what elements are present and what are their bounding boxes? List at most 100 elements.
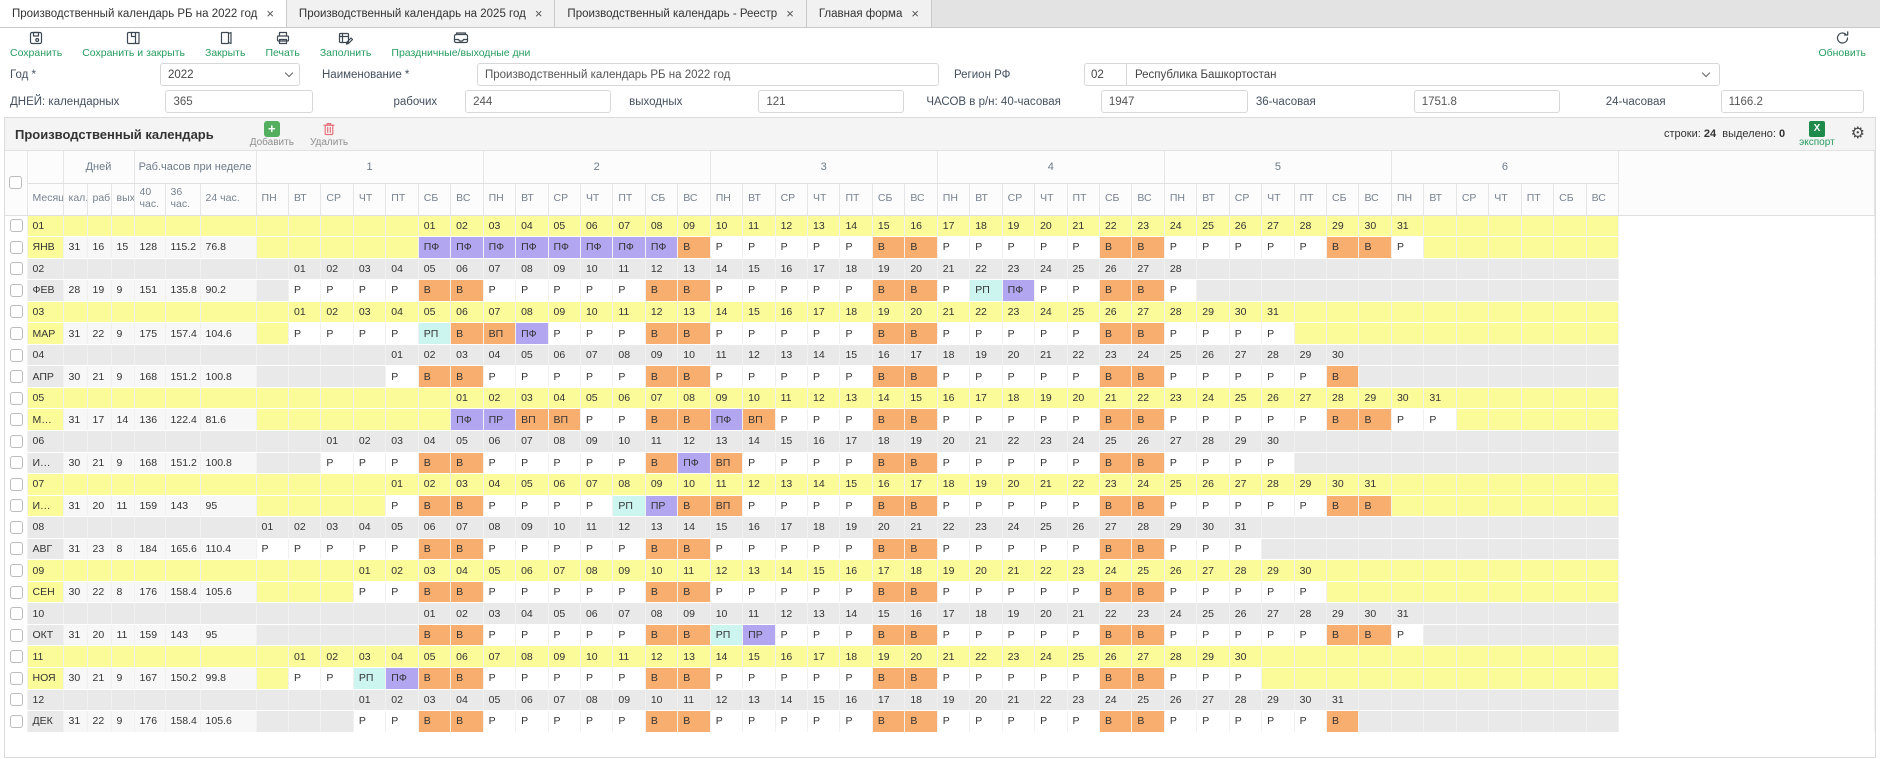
day-code-cell[interactable]: Р — [580, 408, 614, 431]
day-code-cell[interactable]: Р — [612, 538, 646, 561]
day-code-cell[interactable]: Р — [1196, 581, 1230, 604]
day-code-cell[interactable]: Р — [1164, 408, 1198, 431]
day-code-cell[interactable]: Р — [353, 322, 387, 345]
day-code-cell[interactable]: Р — [1034, 322, 1068, 345]
day-code-cell[interactable]: Р — [483, 581, 517, 604]
day-code-cell[interactable]: В — [904, 495, 938, 518]
day-code-cell[interactable]: В — [872, 624, 906, 647]
day-code-cell[interactable]: Р — [1196, 236, 1230, 259]
day-code-cell[interactable]: Р — [288, 279, 322, 302]
day-code-cell[interactable]: В — [1358, 495, 1392, 518]
day-code-cell[interactable]: Р — [385, 279, 419, 302]
day-code-cell[interactable]: Р — [1261, 495, 1295, 518]
day-code-cell[interactable]: Р — [1229, 667, 1263, 690]
day-code-cell[interactable]: Р — [937, 408, 971, 431]
day-code-cell[interactable]: ПФ — [483, 236, 517, 259]
day-code-cell[interactable]: В — [1131, 408, 1165, 431]
day-code-cell[interactable]: Р — [256, 538, 289, 561]
day-code-cell[interactable]: В — [450, 495, 484, 518]
day-code-cell[interactable]: В — [418, 667, 452, 690]
day-code-cell[interactable]: Р — [807, 408, 841, 431]
day-code-cell[interactable]: В — [645, 581, 679, 604]
row-checkbox[interactable] — [10, 542, 23, 556]
day-code-cell[interactable]: Р — [385, 495, 419, 518]
row-checkbox[interactable] — [10, 370, 23, 384]
holidays-button[interactable]: Праздничные/выходные дни — [391, 30, 530, 59]
day-code-cell[interactable]: Р — [775, 538, 809, 561]
day-code-cell[interactable]: Р — [1294, 581, 1328, 604]
day-code-cell[interactable]: В — [1099, 495, 1133, 518]
day-code-cell[interactable]: РП — [353, 667, 387, 690]
day-code-cell[interactable]: В — [677, 279, 711, 302]
day-code-cell[interactable]: Р — [385, 538, 419, 561]
day-code-cell[interactable]: В — [645, 710, 679, 733]
day-code-cell[interactable]: Р — [839, 452, 873, 475]
day-code-cell[interactable]: Р — [548, 667, 581, 690]
day-code-cell[interactable]: РП — [418, 322, 452, 345]
day-code-cell[interactable]: Р — [1261, 236, 1295, 259]
day-code-cell[interactable]: Р — [839, 581, 873, 604]
day-code-cell[interactable]: Р — [1164, 452, 1198, 475]
day-code-cell[interactable]: Р — [710, 667, 744, 690]
day-code-cell[interactable]: Р — [775, 279, 809, 302]
day-code-cell[interactable]: Р — [1261, 710, 1295, 733]
day-code-cell[interactable]: ПФ — [385, 667, 419, 690]
day-code-cell[interactable]: Р — [515, 581, 549, 604]
day-code-cell[interactable]: Р — [710, 236, 744, 259]
day-code-cell[interactable]: В — [872, 495, 906, 518]
day-code-cell[interactable]: В — [450, 322, 484, 345]
day-code-cell[interactable]: Р — [1002, 322, 1036, 345]
day-code-cell[interactable]: Р — [839, 538, 873, 561]
tab-close-icon[interactable]: × — [266, 6, 274, 21]
row-checkbox[interactable] — [10, 564, 23, 578]
work-days-input[interactable] — [465, 90, 612, 113]
day-code-cell[interactable]: Р — [807, 365, 841, 388]
day-code-cell[interactable]: В — [1131, 236, 1165, 259]
day-code-cell[interactable]: В — [904, 322, 938, 345]
day-code-cell[interactable]: Р — [1067, 581, 1100, 604]
day-code-cell[interactable]: Р — [1423, 408, 1457, 431]
day-code-cell[interactable]: Р — [969, 581, 1003, 604]
day-code-cell[interactable]: В — [1099, 279, 1133, 302]
day-code-cell[interactable]: Р — [1229, 408, 1263, 431]
day-code-cell[interactable]: Р — [612, 322, 646, 345]
day-code-cell[interactable]: В — [677, 495, 711, 518]
day-code-cell[interactable]: Р — [612, 624, 646, 647]
day-code-cell[interactable]: Р — [1294, 624, 1328, 647]
row-checkbox[interactable] — [10, 262, 23, 276]
save-and-close-button[interactable]: Сохранить и закрыть — [82, 30, 185, 59]
close-button[interactable]: Закрыть — [205, 30, 245, 59]
row-checkbox[interactable] — [10, 499, 23, 513]
day-code-cell[interactable]: В — [418, 538, 452, 561]
day-code-cell[interactable]: Р — [969, 408, 1003, 431]
day-code-cell[interactable]: ПФ — [580, 236, 614, 259]
day-code-cell[interactable]: Р — [937, 279, 971, 302]
day-code-cell[interactable]: Р — [1002, 538, 1036, 561]
day-code-cell[interactable]: В — [677, 624, 711, 647]
day-code-cell[interactable]: Р — [937, 538, 971, 561]
day-code-cell[interactable]: Р — [969, 538, 1003, 561]
day-code-cell[interactable]: Р — [1229, 452, 1263, 475]
fill-button[interactable]: Заполнить — [320, 30, 371, 59]
day-code-cell[interactable]: Р — [515, 495, 549, 518]
day-code-cell[interactable]: Р — [320, 452, 354, 475]
day-code-cell[interactable]: В — [677, 365, 711, 388]
day-code-cell[interactable]: Р — [710, 365, 744, 388]
day-code-cell[interactable]: Р — [1391, 624, 1425, 647]
day-code-cell[interactable]: Р — [515, 538, 549, 561]
day-code-cell[interactable]: Р — [1034, 710, 1068, 733]
day-code-cell[interactable]: Р — [612, 408, 646, 431]
day-code-cell[interactable]: Р — [839, 365, 873, 388]
day-code-cell[interactable]: В — [450, 624, 484, 647]
day-code-cell[interactable]: Р — [515, 624, 549, 647]
day-code-cell[interactable]: В — [1326, 710, 1360, 733]
day-code-cell[interactable]: Р — [515, 452, 549, 475]
day-code-cell[interactable]: Р — [1034, 279, 1068, 302]
day-code-cell[interactable]: Р — [710, 322, 744, 345]
day-code-cell[interactable]: В — [872, 279, 906, 302]
row-checkbox[interactable] — [10, 693, 23, 707]
row-checkbox[interactable] — [10, 219, 23, 233]
day-code-cell[interactable]: Р — [839, 495, 873, 518]
day-code-cell[interactable]: Р — [1164, 322, 1198, 345]
day-code-cell[interactable]: Р — [580, 452, 614, 475]
